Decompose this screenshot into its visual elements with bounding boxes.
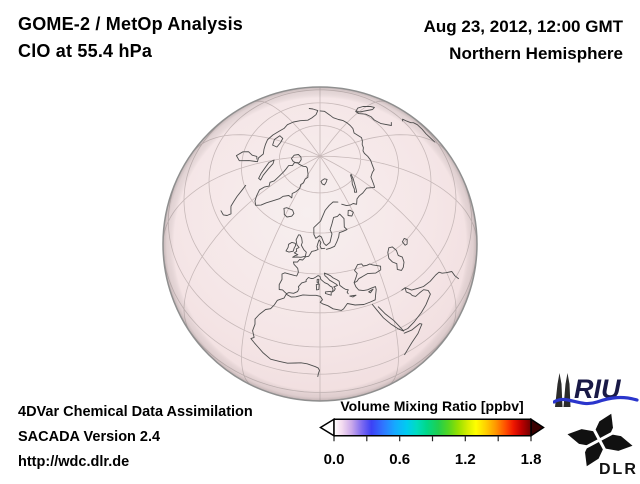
- hemisphere-text: Northern Hemisphere: [449, 44, 623, 63]
- colorbar-gradient: [319, 417, 545, 442]
- footer-credits: 4DVar Chemical Data Assimilation SACADA …: [18, 400, 253, 475]
- title-line-1: GOME-2 / MetOp Analysis: [18, 14, 243, 34]
- credit-line-1: 4DVar Chemical Data Assimilation: [18, 404, 253, 420]
- riu-logo: RIU: [552, 369, 639, 416]
- plot-datetime: Aug 23, 2012, 12:00 GMT Northern Hemisph…: [424, 13, 623, 67]
- colorbar-tick-label: 0.0: [323, 451, 345, 468]
- colorbar-tick-label: 1.8: [520, 451, 542, 468]
- date-text: Aug 23, 2012, 12:00 GMT: [423, 17, 623, 36]
- riu-wave-icon: [552, 395, 639, 406]
- colorbar-tick-label: 0.6: [389, 451, 411, 468]
- dlr-logo: DLR: [566, 413, 640, 484]
- colorbar-tick-label: 1.2: [454, 451, 476, 468]
- globe-map: [162, 86, 478, 402]
- dlr-star-icon: [567, 413, 633, 467]
- colorbar-title: Volume Mixing Ratio [ppbv]: [340, 398, 524, 414]
- credit-line-2: SACADA Version 2.4: [18, 429, 161, 445]
- colorbar: Volume Mixing Ratio [ppbv] 0.0 0.6 1.2 1.8: [318, 398, 546, 469]
- plot-title: GOME-2 / MetOp Analysis ClO at 55.4 hPa: [18, 11, 243, 65]
- title-line-2: ClO at 55.4 hPa: [18, 41, 153, 61]
- colorbar-tick-labels: 0.0 0.6 1.2 1.8: [318, 451, 546, 469]
- dlr-text: DLR: [599, 461, 638, 478]
- credit-line-3: http://wdc.dlr.de: [18, 454, 130, 470]
